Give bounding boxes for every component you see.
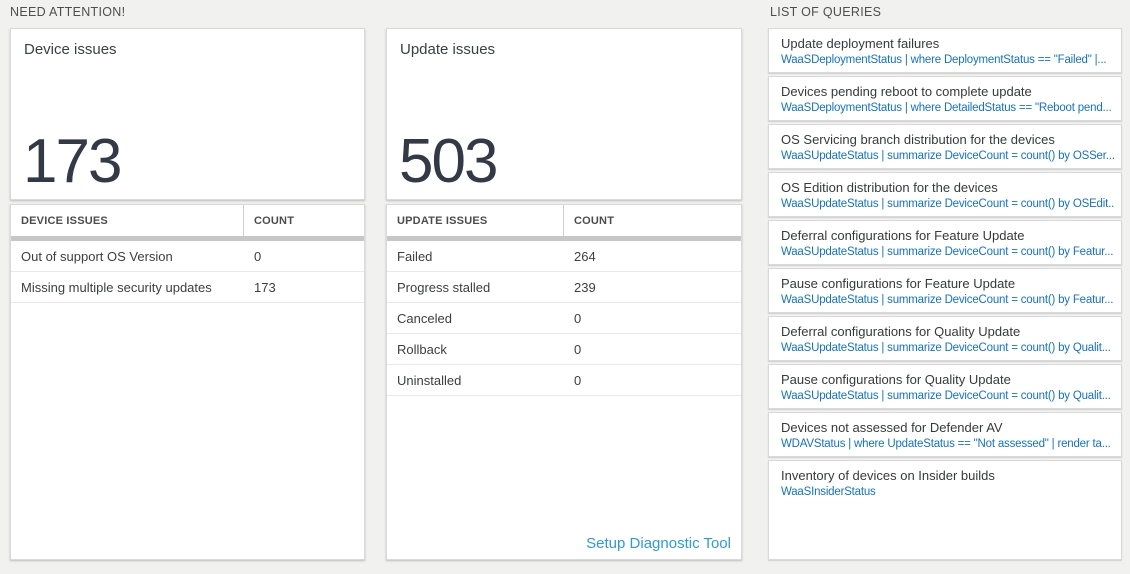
query-text: WaaSUpdateStatus | summarize DeviceCount…	[781, 246, 1114, 258]
query-title: Devices not assessed for Defender AV	[781, 420, 1003, 435]
table-separator-bar	[387, 236, 741, 241]
tile-title: Device issues	[24, 41, 117, 58]
query-title: OS Edition distribution for the devices	[781, 180, 998, 195]
table-header-row: UPDATE ISSUES COUNT	[387, 205, 741, 236]
row-count: 0	[254, 248, 262, 264]
query-list-item[interactable]: OS Edition distribution for the devices …	[768, 172, 1122, 217]
row-count: 0	[574, 310, 582, 326]
query-text: WaaSInsiderStatus	[781, 486, 876, 498]
table-row[interactable]: Uninstalled 0	[387, 365, 741, 396]
query-title: Update deployment failures	[781, 36, 940, 51]
query-list-item[interactable]: Deferral configurations for Quality Upda…	[768, 316, 1122, 361]
setup-diagnostic-tool-link[interactable]: Setup Diagnostic Tool	[586, 535, 731, 552]
row-label: Canceled	[397, 310, 452, 326]
column-header-update-issues: UPDATE ISSUES	[387, 205, 564, 236]
query-title: Deferral configurations for Quality Upda…	[781, 324, 1021, 339]
table-row[interactable]: Progress stalled 239	[387, 272, 741, 303]
device-issues-table: DEVICE ISSUES COUNT Out of support OS Ve…	[10, 204, 365, 560]
table-row[interactable]: Out of support OS Version 0	[11, 241, 364, 272]
row-count: 173	[254, 279, 276, 295]
query-text: WaaSUpdateStatus | summarize DeviceCount…	[781, 294, 1114, 306]
update-issues-table: UPDATE ISSUES COUNT Failed 264 Progress …	[386, 204, 742, 560]
row-label: Progress stalled	[397, 279, 491, 295]
query-title: Pause configurations for Feature Update	[781, 276, 1016, 291]
row-count: 0	[574, 372, 582, 388]
query-list-item[interactable]: Inventory of devices on Insider builds W…	[768, 460, 1122, 560]
table-row[interactable]: Failed 264	[387, 241, 741, 272]
query-title: Inventory of devices on Insider builds	[781, 468, 995, 483]
query-title: Devices pending reboot to complete updat…	[781, 84, 1032, 99]
query-list-item[interactable]: Pause configurations for Quality Update …	[768, 364, 1122, 409]
query-list-item[interactable]: OS Servicing branch distribution for the…	[768, 124, 1122, 169]
row-count: 0	[574, 341, 582, 357]
query-list-item[interactable]: Update deployment failures WaaSDeploymen…	[768, 28, 1122, 73]
query-title: Pause configurations for Quality Update	[781, 372, 1011, 387]
query-list-item[interactable]: Devices pending reboot to complete updat…	[768, 76, 1122, 121]
device-issues-count: 173	[23, 127, 122, 196]
row-label: Out of support OS Version	[21, 248, 173, 264]
row-label: Missing multiple security updates	[21, 279, 212, 295]
query-text: WaaSUpdateStatus | summarize DeviceCount…	[781, 390, 1111, 402]
query-title: OS Servicing branch distribution for the…	[781, 132, 1055, 147]
update-issues-tile[interactable]: Update issues 503	[386, 28, 742, 200]
update-issues-count: 503	[399, 127, 498, 196]
query-text: WaaSDeploymentStatus | where DetailedSta…	[781, 102, 1112, 114]
tile-title: Update issues	[400, 41, 496, 58]
row-label: Rollback	[397, 341, 447, 357]
row-count: 239	[574, 279, 596, 295]
row-label: Failed	[397, 248, 433, 264]
table-row[interactable]: Canceled 0	[387, 303, 741, 334]
column-header-count: COUNT	[254, 214, 295, 227]
table-row[interactable]: Missing multiple security updates 173	[11, 272, 364, 303]
section-header-need-attention: NEED ATTENTION!	[10, 5, 126, 19]
query-list-item[interactable]: Pause configurations for Feature Update …	[768, 268, 1122, 313]
table-header-row: DEVICE ISSUES COUNT	[11, 205, 364, 236]
section-header-list-of-queries: LIST OF QUERIES	[770, 5, 882, 19]
table-row[interactable]: Rollback 0	[387, 334, 741, 365]
device-issues-tile[interactable]: Device issues 173	[10, 28, 365, 200]
query-list: Update deployment failures WaaSDeploymen…	[768, 28, 1122, 560]
query-text: WaaSUpdateStatus | summarize DeviceCount…	[781, 342, 1111, 354]
query-list-item[interactable]: Devices not assessed for Defender AV WDA…	[768, 412, 1122, 457]
query-text: WDAVStatus | where UpdateStatus == "Not …	[781, 438, 1111, 450]
row-label: Uninstalled	[397, 372, 462, 388]
column-header-device-issues: DEVICE ISSUES	[11, 205, 244, 236]
query-text: WaaSUpdateStatus | summarize DeviceCount…	[781, 198, 1115, 210]
column-header-count: COUNT	[574, 214, 615, 227]
query-text: WaaSDeploymentStatus | where DeploymentS…	[781, 54, 1107, 66]
query-list-item[interactable]: Deferral configurations for Feature Upda…	[768, 220, 1122, 265]
query-title: Deferral configurations for Feature Upda…	[781, 228, 1025, 243]
table-separator-bar	[11, 236, 364, 241]
query-text: WaaSUpdateStatus | summarize DeviceCount…	[781, 150, 1115, 162]
row-count: 264	[574, 248, 596, 264]
